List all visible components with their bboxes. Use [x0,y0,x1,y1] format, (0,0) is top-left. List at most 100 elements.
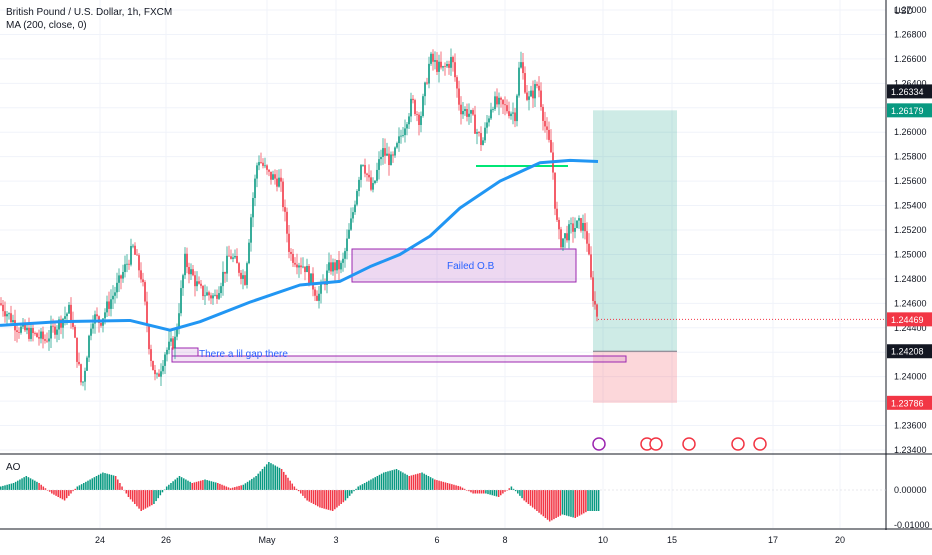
candle-body [398,136,400,144]
candle-body [100,322,102,326]
candle-body [394,147,396,156]
candle-body [170,338,172,342]
gap-box [171,355,627,363]
candle-body [58,319,60,330]
ao-bar [457,485,459,490]
candle-body [406,124,408,129]
candle-body [318,293,320,301]
candle-body [34,333,36,334]
candle-body [442,66,444,68]
candle-body [334,262,336,271]
ao-bar [565,490,568,516]
price-badge [887,395,932,410]
ao-bar [512,488,515,490]
ao-bar [580,490,583,515]
ao-bar [280,469,283,490]
ao-bar [489,490,491,495]
ao-bar [197,481,200,490]
candle-body [540,90,542,107]
ao-bar [446,483,449,490]
candle-body [522,62,524,74]
candle-body [294,262,296,265]
ao-bar [206,480,208,490]
ao-bar [70,490,72,494]
candle-body [118,275,120,283]
candle-body [336,260,338,271]
price-tick-label: 1.25000 [894,249,927,259]
ao-bar [155,490,157,502]
ao-bar [31,479,34,490]
ao-bar [342,490,345,503]
ao-bar [282,471,285,490]
ao-bar [387,471,389,490]
candle-body [292,253,294,263]
ao-bar [410,475,413,490]
ao-bar [400,471,402,490]
ao-histogram [0,462,600,522]
candle-body [240,272,242,279]
ao-bar [374,477,376,490]
candle-body [266,165,268,170]
candle-body [106,301,108,313]
candle-body [378,159,380,170]
candle-body [402,135,404,136]
time-tick-label: 20 [835,535,845,545]
ao-bar [591,490,594,511]
ao-bar [14,481,17,490]
ao-bar [453,484,455,490]
ao-bar [146,490,149,508]
ao-bar [417,473,419,490]
ao-bar [134,490,136,504]
candle-body [594,300,596,305]
ao-bar [470,490,472,493]
ao-bar [265,464,268,490]
candle-body [140,270,142,280]
candle-body [596,304,598,317]
candle-body [310,273,312,284]
ao-bar [444,482,447,490]
ao-bar [104,473,106,490]
candle-body [214,294,216,296]
ao-bar [385,471,387,490]
candle-body [306,265,308,273]
candles [0,48,598,391]
candle-body [158,373,160,377]
price-tick-label: 1.24600 [894,298,927,308]
ao-bar [302,490,304,496]
candle-body [278,177,280,187]
candle-body [460,104,462,115]
ao-bar [17,480,19,490]
ao-bar [255,476,257,490]
time-tick-label: 3 [333,535,338,545]
ao-bar [548,490,551,522]
ao-tick-label: 0.00000 [894,485,927,495]
candle-body [380,156,382,160]
price-badge-label: 1.24208 [891,347,924,357]
price-tick-label: 1.25200 [894,225,927,235]
candle-body [388,153,390,166]
candle-body [462,111,464,115]
ao-bar [102,472,104,490]
candle-body [200,283,202,286]
ao-bar [380,473,383,490]
ao-bar [351,490,353,494]
ma-line [0,158,599,332]
ao-bar [63,490,66,501]
ao-bar [319,490,321,508]
ao-bar [270,463,272,490]
candle-body [584,222,586,232]
candle-body [276,178,278,187]
candle-body [130,246,132,265]
ao-bar [331,490,334,511]
candle-body [526,92,528,100]
ao-bar [185,479,187,490]
ao-bar [253,477,255,490]
ao-bar [542,490,545,517]
time-tick-label: 15 [667,535,677,545]
ao-bar [219,483,221,490]
price-tick-label: 1.27000 [894,5,927,15]
candle-body [110,299,112,309]
candle-body [550,139,552,153]
candle-body [246,263,248,285]
